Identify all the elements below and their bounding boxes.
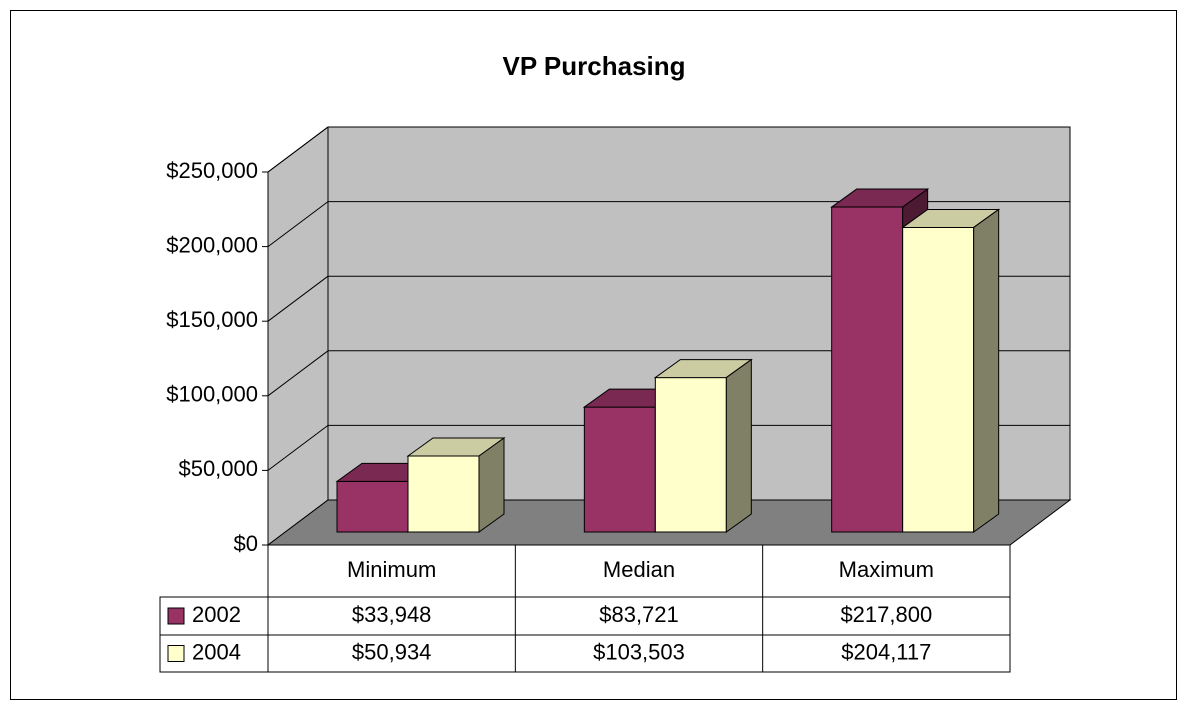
legend-swatch [167,607,185,625]
table-value: $33,948 [352,602,432,627]
chart-title: VP Purchasing [502,51,685,81]
bar-front [654,377,727,533]
legend-label: 2002 [192,602,241,627]
table-value: $217,800 [840,602,932,627]
bar-front [407,455,480,533]
y-tick-label: $50,000 [178,456,258,481]
table-value: $204,117 [841,639,931,664]
table-value: $50,934 [352,639,432,664]
bar-front [831,206,904,533]
y-tick-label: $0 [234,531,258,556]
bar-side [973,208,1000,533]
grid-line [267,424,329,471]
x-tick-label: Minimum [347,557,436,582]
y-tick-label: $100,000 [166,382,258,407]
legend-swatch [167,645,185,662]
x-tick-label: Maximum [839,557,934,582]
grid-line [267,350,329,397]
grid-line [267,201,329,248]
table-value: $83,721 [599,602,679,627]
bar-front [583,406,656,533]
grid-line [267,275,329,322]
bar-front [902,226,975,533]
y-tick-label: $200,000 [166,232,258,257]
x-tick-label: Median [603,557,675,582]
table-value: $103,503 [593,639,685,664]
y-tick-label: $150,000 [166,307,258,332]
grid-line [267,126,329,173]
bar-side [725,358,752,533]
bar-side [478,437,505,533]
y-tick-label: $250,000 [166,158,258,183]
bar-front [336,480,409,533]
legend-label: 2004 [192,639,241,664]
